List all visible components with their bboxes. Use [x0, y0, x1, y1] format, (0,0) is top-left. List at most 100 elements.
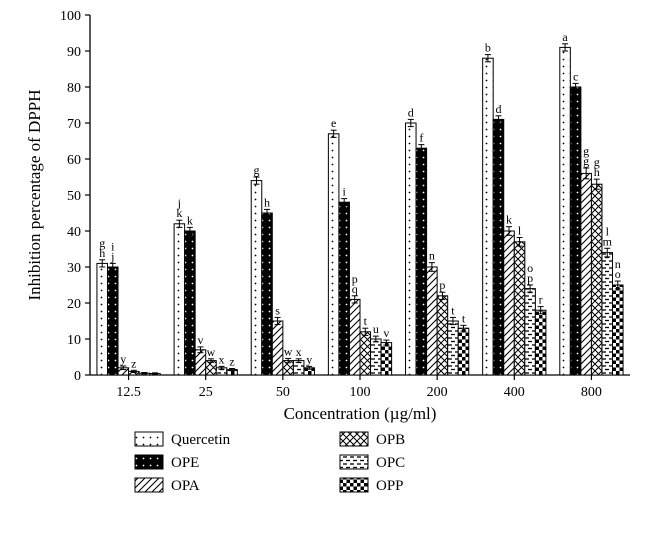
sig-letter: d: [408, 105, 414, 119]
x-tick-label: 800: [581, 385, 602, 400]
bar: [174, 224, 185, 375]
sig-letter: t: [364, 314, 368, 328]
sig-letter: t: [451, 303, 455, 317]
bar: [262, 213, 273, 375]
legend-label: Quercetin: [171, 432, 231, 448]
bar: [416, 148, 427, 375]
bar: [371, 339, 382, 375]
bar: [251, 181, 262, 375]
bar: [328, 134, 339, 375]
chart-svg: 0102030405060708090100Inhibition percent…: [0, 0, 656, 539]
bar: [458, 328, 469, 375]
sig-letter: f: [419, 131, 423, 145]
x-tick-label: 25: [199, 385, 213, 400]
sig-letter: h: [264, 195, 270, 209]
x-tick-label: 12.5: [116, 385, 141, 400]
y-axis-label: Inhibition percentage of DPPH: [25, 89, 44, 300]
sig-letter: r: [539, 293, 543, 307]
sig-letter: k: [176, 206, 182, 220]
sig-letter: q: [352, 282, 358, 296]
sig-letter: c: [573, 69, 578, 83]
y-tick-label: 0: [74, 369, 81, 384]
y-tick-label: 50: [67, 189, 81, 204]
bar: [493, 119, 504, 375]
bar: [613, 285, 624, 375]
bar: [437, 296, 448, 375]
sig-letter: x: [296, 345, 302, 359]
bar: [349, 299, 360, 375]
bar: [195, 350, 206, 375]
bar: [602, 253, 613, 375]
sig-letter: y: [306, 352, 312, 366]
legend-swatch: [135, 455, 163, 469]
legend-swatch: [340, 478, 368, 492]
bar: [535, 310, 546, 375]
dpph-chart: 0102030405060708090100Inhibition percent…: [0, 0, 656, 539]
y-tick-label: 90: [67, 45, 81, 60]
legend-label: OPA: [171, 478, 200, 494]
legend-label: OPB: [376, 432, 405, 448]
bar: [581, 173, 592, 375]
bar: [381, 343, 392, 375]
sig-letter: u: [373, 322, 379, 336]
sig-letter: l: [518, 223, 522, 237]
x-tick-label: 200: [427, 385, 448, 400]
sig-letter: b: [485, 41, 491, 55]
x-tick-label: 100: [350, 385, 371, 400]
bar: [97, 263, 108, 375]
sig-letter: h: [99, 246, 105, 260]
sig-letter: z: [229, 355, 234, 369]
sig-letter: g: [583, 154, 589, 168]
bar: [525, 289, 536, 375]
bar: [107, 267, 118, 375]
legend-swatch: [135, 478, 163, 492]
bar: [570, 87, 581, 375]
bar: [406, 123, 417, 375]
legend-swatch: [135, 432, 163, 446]
y-tick-label: 10: [67, 333, 81, 348]
legend-swatch: [340, 432, 368, 446]
bar: [483, 58, 494, 375]
sig-letter: h: [594, 165, 600, 179]
legend-label: OPE: [171, 455, 199, 471]
sig-letter: i: [343, 185, 347, 199]
sig-letter: k: [187, 213, 193, 227]
y-tick-label: 30: [67, 261, 81, 276]
sig-letter: k: [506, 213, 512, 227]
x-tick-label: 400: [504, 385, 525, 400]
sig-letter: o: [615, 267, 621, 281]
sig-letter: x: [219, 352, 225, 366]
bar: [427, 267, 438, 375]
bar: [185, 231, 196, 375]
sig-letter: e: [331, 116, 336, 130]
sig-letter: z: [131, 356, 136, 370]
legend-label: OPC: [376, 455, 405, 471]
y-tick-label: 20: [67, 297, 81, 312]
x-axis-label: Concentration (µg/ml): [284, 404, 437, 423]
bar: [272, 321, 283, 375]
sig-letter: w: [207, 345, 216, 359]
sig-letter: w: [284, 344, 293, 358]
bar: [360, 332, 371, 375]
sig-letter: v: [197, 333, 203, 347]
sig-letter: g: [254, 163, 260, 177]
y-tick-label: 40: [67, 225, 81, 240]
y-tick-label: 100: [60, 9, 81, 24]
bar: [591, 184, 602, 375]
y-tick-label: 80: [67, 81, 81, 96]
sig-letter: y: [120, 352, 126, 366]
sig-letter: n: [429, 249, 435, 263]
y-tick-label: 60: [67, 153, 81, 168]
bar: [514, 242, 525, 375]
bar: [560, 47, 571, 375]
sig-letter: d: [495, 102, 501, 116]
sig-letter: m: [603, 234, 613, 248]
sig-letter: s: [275, 303, 280, 317]
sig-letter: j: [110, 249, 114, 263]
legend-label: OPP: [376, 478, 404, 494]
legend-swatch: [340, 455, 368, 469]
bar: [504, 231, 515, 375]
sig-letter: a: [562, 30, 568, 44]
sig-letter: p: [527, 271, 533, 285]
sig-letter: t: [462, 311, 466, 325]
